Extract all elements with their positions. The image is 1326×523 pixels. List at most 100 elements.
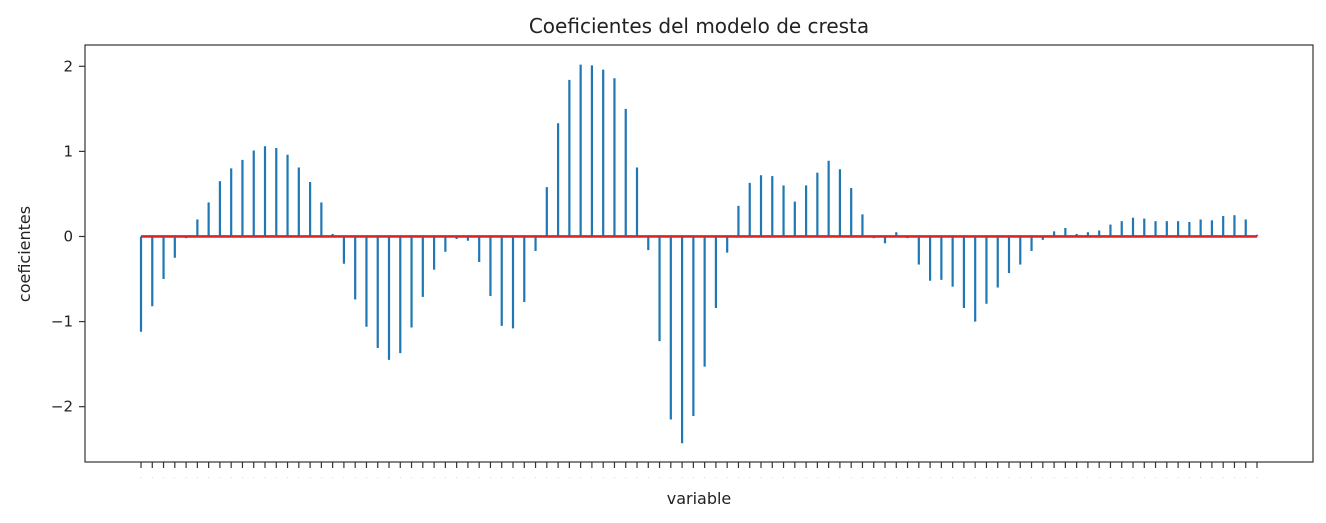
x-tick-label: . xyxy=(659,474,660,479)
x-tick-label: . xyxy=(569,474,570,479)
x-tick-label: . xyxy=(332,474,333,479)
x-tick-label: . xyxy=(490,474,491,479)
x-tick-label: . xyxy=(1076,474,1077,479)
x-tick-label: . xyxy=(794,474,795,479)
y-tick-label: 1 xyxy=(63,142,73,160)
x-tick-label: . xyxy=(1234,474,1235,479)
x-tick-label: . xyxy=(242,474,243,479)
x-tick-label: . xyxy=(828,474,829,479)
x-tick-label: . xyxy=(321,474,322,479)
x-tick-label: . xyxy=(1008,474,1009,479)
x-tick-label: . xyxy=(873,474,874,479)
x-tick-label: . xyxy=(907,474,908,479)
x-tick-label: . xyxy=(591,474,592,479)
x-tick-label: . xyxy=(1200,474,1201,479)
x-tick-label: . xyxy=(1042,474,1043,479)
x-tick-label: . xyxy=(681,474,682,479)
x-tick-label: . xyxy=(140,474,141,479)
x-tick-label: . xyxy=(772,474,773,479)
x-tick-label: . xyxy=(343,474,344,479)
x-tick-label: . xyxy=(152,474,153,479)
x-tick-label: . xyxy=(603,474,604,479)
y-axis: 2 1 0 −1 −2 xyxy=(51,57,85,416)
x-tick-label: . xyxy=(625,474,626,479)
x-tick-label: . xyxy=(1155,474,1156,479)
x-tick-label: . xyxy=(749,474,750,479)
x-tick-label: . xyxy=(1177,474,1178,479)
x-tick-label: . xyxy=(704,474,705,479)
x-tick-label: . xyxy=(738,474,739,479)
x-tick-label: . xyxy=(648,474,649,479)
x-tick-label: . xyxy=(580,474,581,479)
x-tick-label: . xyxy=(197,474,198,479)
x-tick-label: . xyxy=(1087,474,1088,479)
x-tick-label: . xyxy=(309,474,310,479)
y-tick-label: −2 xyxy=(51,398,73,416)
x-tick-label: . xyxy=(1099,474,1100,479)
x-tick-label: . xyxy=(219,474,220,479)
x-tick-label: . xyxy=(1144,474,1145,479)
x-tick-label: . xyxy=(952,474,953,479)
plot-frame xyxy=(84,44,1314,463)
x-tick-label: . xyxy=(411,474,412,479)
x-tick-label: . xyxy=(693,474,694,479)
x-tick-label: . xyxy=(388,474,389,479)
x-tick-label: . xyxy=(1245,474,1246,479)
x-tick-label: . xyxy=(535,474,536,479)
x-tick-label: . xyxy=(1110,474,1111,479)
x-tick-label: . xyxy=(546,474,547,479)
x-tick-label: . xyxy=(817,474,818,479)
x-tick-label: . xyxy=(512,474,513,479)
x-tick-label: . xyxy=(1121,474,1122,479)
x-tick-label: . xyxy=(1166,474,1167,479)
x-tick-label: . xyxy=(975,474,976,479)
x-tick-label: . xyxy=(479,474,480,479)
x-tick-label: . xyxy=(1189,474,1190,479)
x-tick-label: . xyxy=(298,474,299,479)
x-tick-label: . xyxy=(366,474,367,479)
x-tick-label: . xyxy=(377,474,378,479)
x-tick-label: . xyxy=(163,474,164,479)
x-tick-label: . xyxy=(557,474,558,479)
x-tick-label: . xyxy=(1020,474,1021,479)
x-tick-label: . xyxy=(783,474,784,479)
x-tick-label: . xyxy=(851,474,852,479)
x-tick-label: . xyxy=(918,474,919,479)
x-tick-label: . xyxy=(456,474,457,479)
x-tick-label: . xyxy=(1223,474,1224,479)
x-tick-label: . xyxy=(862,474,863,479)
x-tick-label: . xyxy=(896,474,897,479)
x-tick-label: . xyxy=(231,474,232,479)
x-tick-label: . xyxy=(884,474,885,479)
y-tick-label: −1 xyxy=(51,313,73,331)
x-tick-label: . xyxy=(524,474,525,479)
x-tick-label: . xyxy=(636,474,637,479)
x-tick-label: . xyxy=(253,474,254,479)
x-tick-label: . xyxy=(1211,474,1212,479)
x-tick-label: . xyxy=(1132,474,1133,479)
x-tick-label: . xyxy=(929,474,930,479)
x-tick-label: . xyxy=(839,474,840,479)
x-tick-label: . xyxy=(467,474,468,479)
x-tick-label: . xyxy=(614,474,615,479)
x-tick-label: . xyxy=(185,474,186,479)
x-tick-label: . xyxy=(941,474,942,479)
stem-series xyxy=(139,64,1259,444)
x-tick-label: . xyxy=(276,474,277,479)
chart-title: Coeficientes del modelo de cresta xyxy=(529,14,869,38)
x-tick-label: . xyxy=(287,474,288,479)
y-tick-label: 0 xyxy=(63,227,73,245)
x-tick-label: . xyxy=(400,474,401,479)
x-tick-label: . xyxy=(1065,474,1066,479)
y-axis-label: coeficientes xyxy=(15,206,34,302)
x-tick-label: . xyxy=(422,474,423,479)
x-tick-label: . xyxy=(760,474,761,479)
x-tick-label: . xyxy=(1031,474,1032,479)
y-tick-label: 2 xyxy=(63,57,73,75)
x-axis-label: variable xyxy=(667,489,732,508)
x-tick-label: . xyxy=(501,474,502,479)
x-tick-label: . xyxy=(355,474,356,479)
x-tick-label: . xyxy=(727,474,728,479)
x-tick-label: . xyxy=(997,474,998,479)
